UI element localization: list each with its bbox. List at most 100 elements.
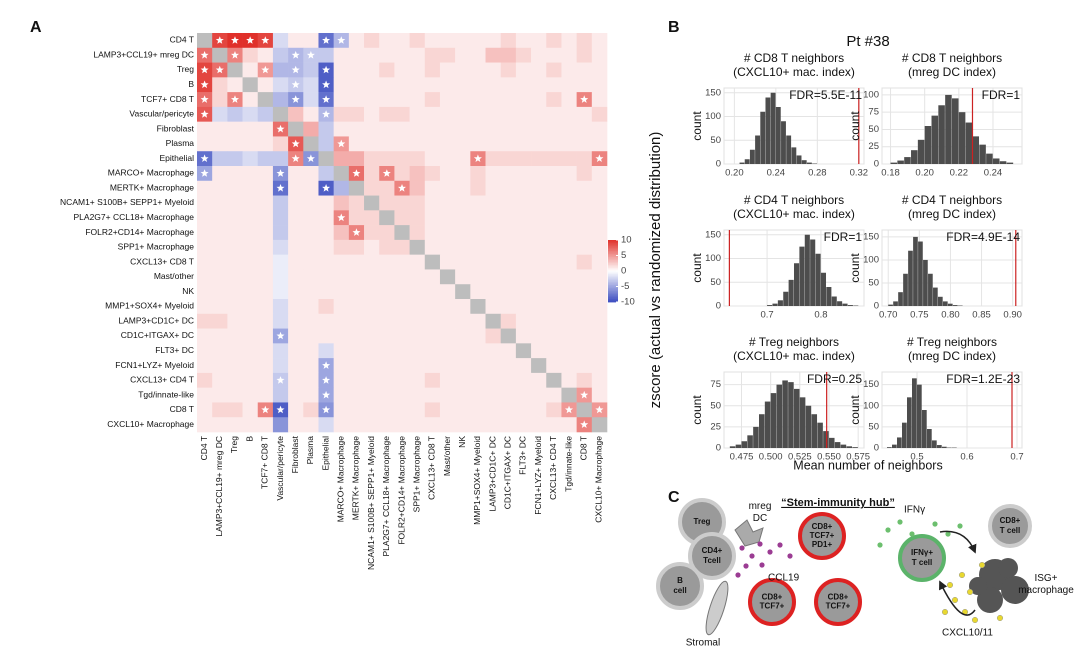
significance-star <box>322 80 331 89</box>
heatmap-cell <box>500 239 517 255</box>
heatmap-cell <box>333 166 350 182</box>
column-label: FCN1+LYZ+ Myeloid <box>533 436 543 515</box>
heatmap-cell <box>394 269 410 285</box>
heatmap-cell <box>272 77 289 93</box>
row-label: FOLR2+CD14+ Macrophage <box>85 227 194 237</box>
heatmap-cell <box>515 47 532 63</box>
heatmap-cell <box>591 239 608 255</box>
heatmap-cell <box>439 151 456 167</box>
heatmap-cell <box>303 402 319 418</box>
heatmap-cell <box>227 402 243 418</box>
heatmap-cell <box>439 269 456 285</box>
heatmap-cell <box>546 92 562 108</box>
significance-star <box>200 51 209 59</box>
heatmap-cell <box>439 328 456 344</box>
heatmap-cell <box>576 343 593 359</box>
heatmap-cell <box>303 254 319 270</box>
heatmap-cell <box>303 299 319 315</box>
heatmap-cell <box>500 299 517 315</box>
heatmap-cell <box>500 225 517 241</box>
row-label: Treg <box>177 64 194 74</box>
heatmap-cell <box>561 136 577 152</box>
significance-star <box>261 36 270 44</box>
colorbar-step <box>608 277 618 280</box>
heatmap-cell <box>379 136 395 152</box>
row-label: PLA2G7+ CCL18+ Macrophage <box>74 212 195 222</box>
plot-title: # CD4 T neighbors (CXCL10+ mac. index) <box>733 193 855 221</box>
heatmap-cell <box>333 284 350 300</box>
x-tick-label: 0.550 <box>817 452 841 463</box>
heatmap-cell <box>485 136 502 152</box>
histogram-bar <box>999 161 1007 164</box>
heatmap-cell <box>515 210 532 226</box>
diagram-title: “Stem-immunity hub” <box>781 497 895 509</box>
heatmap-cell <box>348 299 365 315</box>
heatmap-cell <box>242 402 259 418</box>
heatmap-cell <box>288 402 304 418</box>
heatmap-cell <box>394 195 410 211</box>
heatmap-cell <box>546 343 562 359</box>
heatmap-cell <box>348 151 365 167</box>
heatmap-cell <box>409 195 426 211</box>
heatmap-cell <box>272 210 289 226</box>
text-line: # CD8 T neighbors <box>902 51 1002 65</box>
heatmap-cell <box>318 47 334 63</box>
column-label: Tgd/innate-like <box>563 436 573 492</box>
heatmap-cell <box>409 225 426 241</box>
histogram-bar <box>913 236 918 306</box>
heatmap-cell <box>531 77 547 93</box>
heatmap-cell <box>409 180 426 196</box>
heatmap-cell <box>591 210 608 226</box>
heatmap-cell <box>424 210 441 226</box>
heatmap-cell <box>303 225 319 241</box>
heatmap-cell <box>394 328 410 344</box>
heatmap-cell <box>227 62 243 78</box>
heatmap-cell <box>515 106 532 122</box>
histogram-bar <box>741 441 748 448</box>
heatmap-cell <box>288 166 304 182</box>
heatmap-cell <box>394 343 410 359</box>
heatmap-cell <box>288 195 304 211</box>
heatmap-cell <box>485 151 502 167</box>
heatmap-cell <box>531 225 547 241</box>
heatmap-cell <box>227 121 243 137</box>
row-label: MARCO+ Macrophage <box>108 168 194 178</box>
heatmap-cell <box>227 106 243 122</box>
x-tick-label: 0.7 <box>1010 452 1023 463</box>
row-label: Epithelial <box>160 153 195 163</box>
heatmap-cell <box>439 77 456 93</box>
heatmap-cell <box>394 92 410 108</box>
significance-star <box>306 154 315 162</box>
x-tick-label: 0.85 <box>972 310 991 321</box>
cxcl-dots <box>941 561 1004 624</box>
heatmap-cell <box>348 343 365 359</box>
heatmap-cell <box>394 151 410 167</box>
heatmap-cell <box>394 225 410 241</box>
text-line: (CXCL10+ mac. index) <box>733 65 855 79</box>
heatmap-cell <box>197 313 213 329</box>
heatmap-cell <box>212 225 228 241</box>
heatmap-cell <box>242 47 259 63</box>
heatmap-cell <box>242 62 259 78</box>
heatmap-cell <box>576 284 593 300</box>
heatmap-cell <box>515 372 532 388</box>
heatmap-cell <box>364 62 380 78</box>
histogram-bar <box>810 239 816 306</box>
heatmap-cell <box>439 284 456 300</box>
heatmap-cell <box>485 343 502 359</box>
heatmap-cell <box>409 166 426 182</box>
heatmap-cell <box>197 402 213 418</box>
significance-star <box>595 154 604 162</box>
heatmap-cell <box>394 402 410 418</box>
heatmap-cell <box>318 195 334 211</box>
heatmap-cell <box>470 372 486 388</box>
heatmap-cell <box>288 417 304 433</box>
heatmap-cell <box>546 151 562 167</box>
heatmap-cell <box>591 180 608 196</box>
colorbar-step <box>608 241 618 244</box>
heatmap-cell <box>379 402 395 418</box>
heatmap-cell <box>424 239 441 255</box>
significance-star <box>276 405 285 414</box>
heatmap-cell <box>272 239 289 255</box>
heatmap-cell <box>257 328 274 344</box>
